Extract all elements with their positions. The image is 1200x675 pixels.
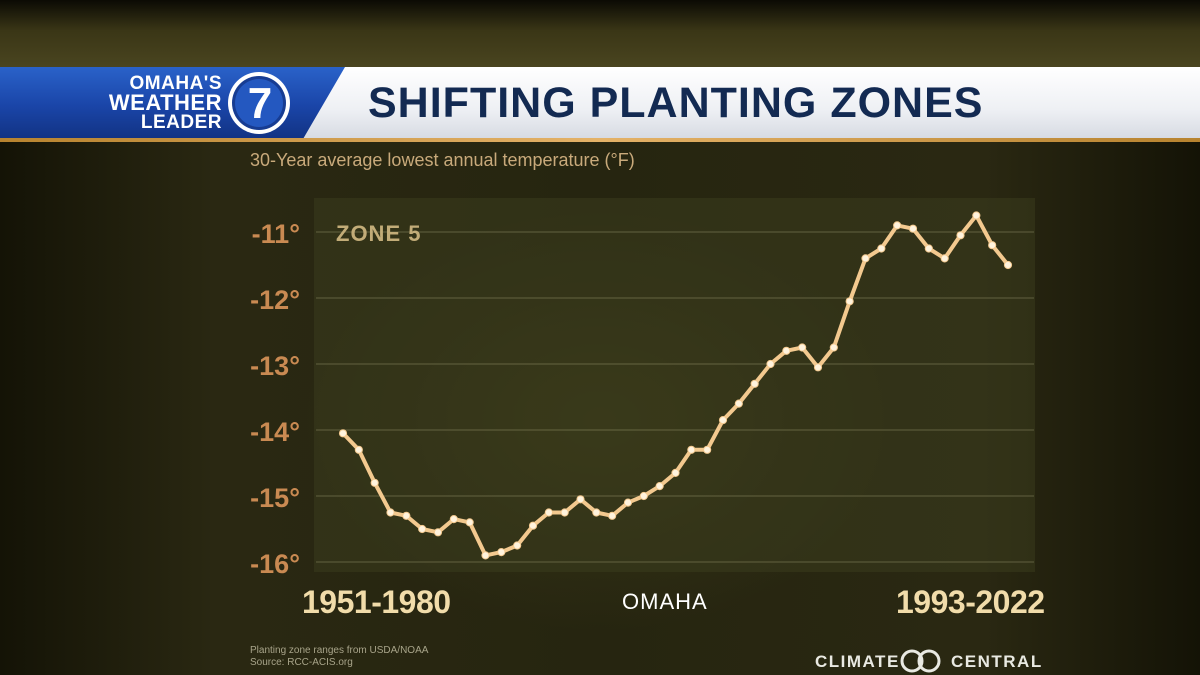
- y-tick-label: -16°: [250, 549, 300, 579]
- data-point: [734, 399, 743, 408]
- location-label: OMAHA: [622, 589, 708, 614]
- data-point: [433, 528, 443, 537]
- data-point: [497, 548, 506, 557]
- data-point: [354, 445, 363, 454]
- data-point: [766, 359, 775, 369]
- logo-line-1: OMAHA'S: [129, 73, 222, 94]
- y-tick-label: -13°: [250, 351, 300, 381]
- data-point: [813, 363, 823, 372]
- data-point: [940, 254, 949, 263]
- source-line-1: Planting zone ranges from USDA/NOAA: [250, 645, 429, 656]
- grid-lines: [316, 231, 1034, 563]
- y-tick-label: -11°: [252, 219, 300, 249]
- data-point: [655, 482, 664, 491]
- data-point: [465, 518, 474, 527]
- page-title: SHIFTING PLANTING ZONES: [368, 79, 984, 127]
- data-points: [338, 211, 1013, 560]
- x-end-label: 1993-2022: [896, 584, 1045, 620]
- data-point: [592, 508, 601, 517]
- series-line-path: [341, 213, 1010, 558]
- data-point: [402, 511, 411, 520]
- data-point: [845, 297, 854, 306]
- source-note: Planting zone ranges from USDA/NOAA Sour…: [250, 645, 428, 669]
- zone-annotation: ZONE 5: [336, 221, 421, 246]
- data-point: [718, 416, 728, 425]
- data-point: [338, 429, 348, 438]
- data-point: [750, 379, 759, 388]
- y-tick-label: -15°: [250, 483, 300, 513]
- climate-central-logo-icon: [900, 649, 941, 673]
- y-tick-label: -12°: [250, 285, 300, 315]
- logo-line-2: WEATHER: [108, 90, 222, 115]
- data-point: [560, 508, 569, 517]
- data-point: [956, 231, 965, 240]
- data-point: [988, 241, 997, 250]
- data-point: [513, 541, 522, 550]
- data-point: [418, 524, 427, 534]
- data-point: [576, 495, 585, 504]
- data-point: [449, 515, 458, 524]
- channel-number: 7: [248, 79, 272, 128]
- top-band: [0, 0, 1200, 68]
- banner-accent-stripe: [0, 138, 1200, 142]
- title-banner: [300, 67, 1200, 138]
- data-point: [481, 551, 490, 560]
- data-point: [798, 343, 807, 352]
- data-point: [528, 521, 538, 530]
- brand-word-right: CENTRAL: [951, 652, 1043, 671]
- data-point: [671, 468, 680, 477]
- data-point: [1003, 260, 1013, 270]
- data-point: [386, 508, 395, 517]
- data-point: [703, 445, 712, 454]
- data-point: [370, 478, 379, 487]
- data-point: [972, 211, 981, 220]
- station-logo-text: OMAHA'S WEATHER LEADER: [12, 74, 222, 132]
- data-point: [639, 491, 648, 501]
- y-tick-label: -14°: [250, 417, 300, 447]
- data-point: [893, 221, 902, 230]
- data-point: [908, 224, 918, 233]
- data-point: [861, 254, 870, 263]
- brand-word-left: CLIMATE: [815, 652, 900, 671]
- data-point: [924, 244, 933, 253]
- logo-line-3: LEADER: [140, 112, 222, 133]
- plot-area: [314, 198, 1035, 572]
- y-tick-labels: -11° -12° -13° -14° -15° -16°: [250, 219, 300, 579]
- data-point: [829, 343, 838, 352]
- data-point: [544, 508, 553, 517]
- source-line-2: Source: RCC-ACIS.org: [250, 657, 353, 668]
- chart-subtitle: 30-Year average lowest annual temperatur…: [250, 150, 635, 170]
- channel-7-logo-icon: 7: [228, 72, 290, 134]
- series-line: [341, 213, 1010, 558]
- data-point: [687, 445, 696, 454]
- data-point: [623, 498, 633, 507]
- data-point: [782, 346, 791, 355]
- data-point: [608, 511, 617, 520]
- x-start-label: 1951-1980: [302, 584, 451, 620]
- data-point: [877, 244, 886, 253]
